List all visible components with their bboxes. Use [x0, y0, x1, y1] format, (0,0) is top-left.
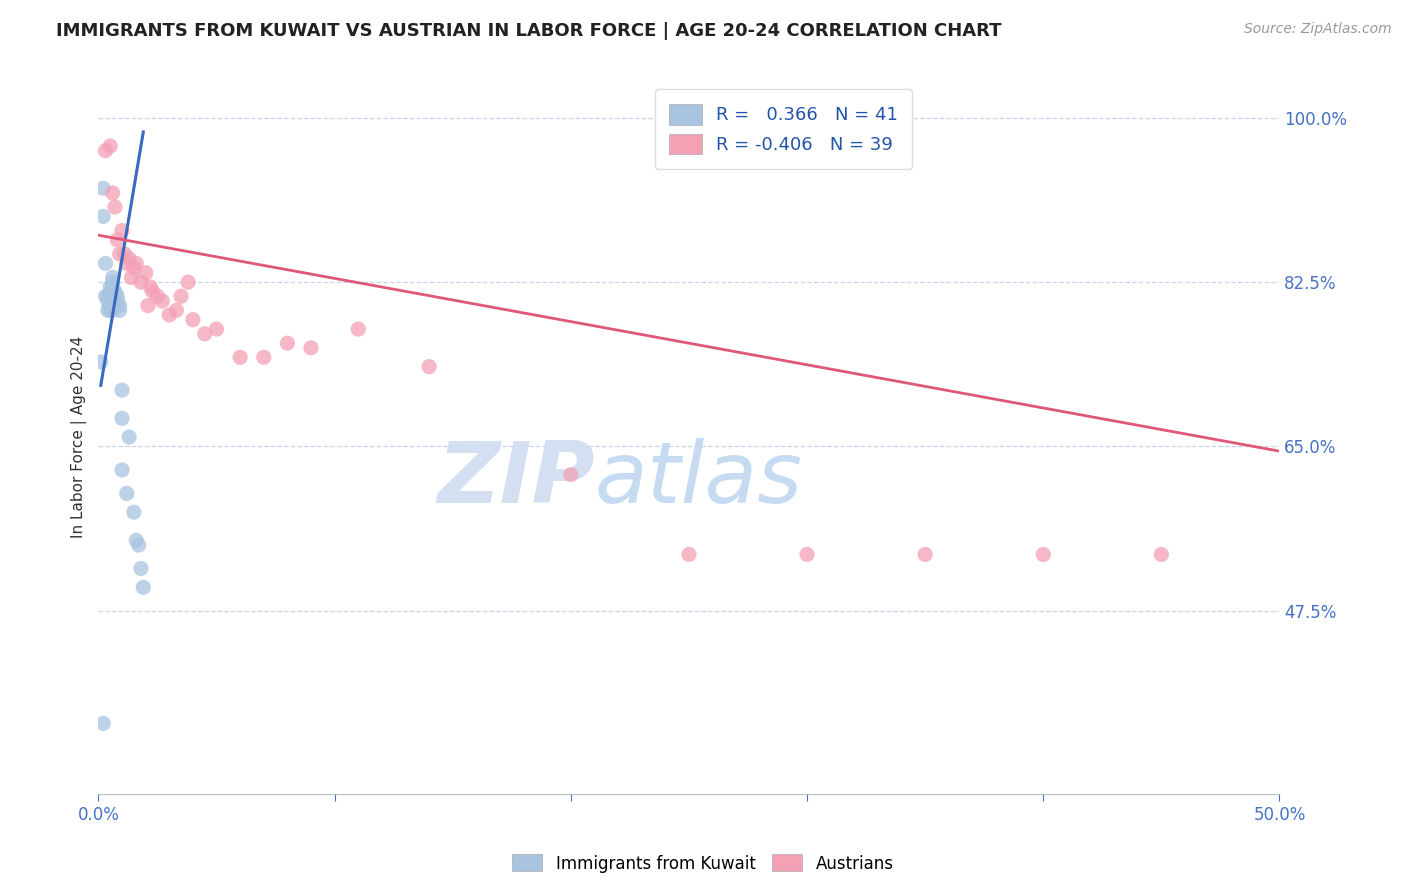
Point — [229, 351, 252, 365]
Point — [108, 299, 131, 313]
Point — [194, 326, 217, 341]
Point — [157, 308, 180, 322]
Point — [108, 247, 131, 261]
Point — [121, 270, 143, 285]
Legend: R =   0.366   N = 41, R = -0.406   N = 39: R = 0.366 N = 41, R = -0.406 N = 39 — [655, 89, 912, 169]
Point — [94, 256, 117, 270]
Point — [101, 293, 124, 308]
Point — [104, 285, 127, 299]
Point — [118, 430, 141, 444]
Point — [115, 486, 138, 500]
Point — [104, 289, 127, 303]
Point — [101, 299, 124, 313]
Point — [91, 716, 114, 731]
Point — [205, 322, 228, 336]
Point — [101, 303, 124, 318]
Point — [111, 463, 134, 477]
Point — [170, 289, 193, 303]
Point — [418, 359, 440, 374]
Point — [94, 289, 117, 303]
Point — [165, 303, 187, 318]
Point — [125, 533, 148, 548]
Point — [98, 303, 121, 318]
Point — [181, 312, 204, 326]
Point — [276, 336, 298, 351]
Point — [111, 383, 134, 397]
Text: atlas: atlas — [595, 438, 803, 522]
Point — [97, 293, 120, 308]
Point — [135, 266, 157, 280]
Point — [98, 299, 121, 313]
Point — [98, 289, 121, 303]
Point — [146, 289, 169, 303]
Text: IMMIGRANTS FROM KUWAIT VS AUSTRIAN IN LABOR FORCE | AGE 20-24 CORRELATION CHART: IMMIGRANTS FROM KUWAIT VS AUSTRIAN IN LA… — [56, 22, 1001, 40]
Point — [678, 548, 700, 562]
Point — [97, 289, 120, 303]
Point — [91, 181, 114, 195]
Point — [139, 280, 162, 294]
Point — [98, 285, 121, 299]
Point — [1032, 548, 1054, 562]
Point — [129, 275, 152, 289]
Point — [129, 561, 152, 575]
Point — [112, 247, 135, 261]
Point — [142, 285, 165, 299]
Point — [98, 293, 121, 308]
Point — [796, 548, 818, 562]
Point — [104, 299, 127, 313]
Point — [94, 144, 117, 158]
Point — [111, 223, 134, 237]
Point — [1150, 548, 1173, 562]
Point — [101, 289, 124, 303]
Point — [136, 299, 159, 313]
Point — [101, 270, 124, 285]
Point — [105, 289, 128, 303]
Point — [104, 200, 127, 214]
Point — [101, 186, 124, 200]
Point — [101, 275, 124, 289]
Point — [253, 351, 276, 365]
Point — [150, 293, 173, 308]
Y-axis label: In Labor Force | Age 20-24: In Labor Force | Age 20-24 — [72, 336, 87, 538]
Point — [347, 322, 370, 336]
Point — [98, 139, 121, 153]
Point — [101, 280, 124, 294]
Point — [108, 303, 131, 318]
Point — [115, 256, 138, 270]
Legend: Immigrants from Kuwait, Austrians: Immigrants from Kuwait, Austrians — [506, 847, 900, 880]
Point — [91, 210, 114, 224]
Point — [118, 252, 141, 266]
Point — [104, 293, 127, 308]
Point — [128, 538, 150, 552]
Point — [177, 275, 200, 289]
Point — [97, 303, 120, 318]
Point — [122, 505, 145, 519]
Point — [122, 261, 145, 276]
Text: Source: ZipAtlas.com: Source: ZipAtlas.com — [1244, 22, 1392, 37]
Point — [105, 293, 128, 308]
Point — [105, 233, 128, 247]
Point — [132, 580, 155, 594]
Text: ZIP: ZIP — [437, 438, 595, 522]
Point — [101, 285, 124, 299]
Point — [90, 355, 112, 369]
Point — [98, 280, 121, 294]
Point — [125, 256, 148, 270]
Point — [560, 467, 582, 482]
Point — [111, 411, 134, 425]
Point — [299, 341, 322, 355]
Point — [914, 548, 936, 562]
